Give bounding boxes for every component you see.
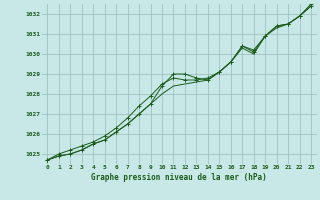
X-axis label: Graphe pression niveau de la mer (hPa): Graphe pression niveau de la mer (hPa) xyxy=(91,173,267,182)
